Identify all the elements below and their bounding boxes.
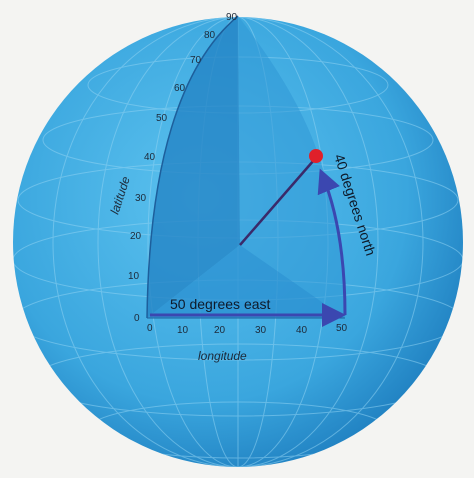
latitude-ticks: 0 10 20 30 40 50 60 70 80 90 (128, 12, 238, 324)
longitude-sector (238, 16, 345, 318)
meridian-sector (147, 16, 240, 318)
lat-tick-90: 90 (226, 12, 238, 23)
equator-sector (147, 245, 345, 318)
north-arrow (317, 168, 347, 316)
longitude-ticks: 0 10 20 30 40 50 (147, 323, 348, 336)
lon-tick-50: 50 (336, 323, 348, 334)
lat-tick-80: 80 (204, 30, 216, 41)
lon-tick-0: 0 (147, 323, 153, 334)
lat-tick-10: 10 (128, 271, 140, 282)
lat-tick-30: 30 (135, 193, 147, 204)
lon-tick-10: 10 (177, 325, 189, 336)
lat-tick-70: 70 (190, 55, 202, 66)
location-point (309, 149, 323, 163)
lat-tick-40: 40 (144, 152, 156, 163)
radius-line (239, 159, 315, 246)
lat-tick-50: 50 (156, 113, 168, 124)
lat-tick-20: 20 (130, 231, 142, 242)
longitude-axis-label: longitude (198, 349, 247, 363)
east-arrow-label: 50 degrees east (170, 296, 271, 312)
lat-tick-60: 60 (174, 83, 186, 94)
lat-tick-0: 0 (134, 313, 140, 324)
lon-tick-30: 30 (255, 325, 267, 336)
latitude-arc (146, 15, 239, 319)
lon-tick-20: 20 (214, 325, 226, 336)
lon-tick-40: 40 (296, 325, 308, 336)
